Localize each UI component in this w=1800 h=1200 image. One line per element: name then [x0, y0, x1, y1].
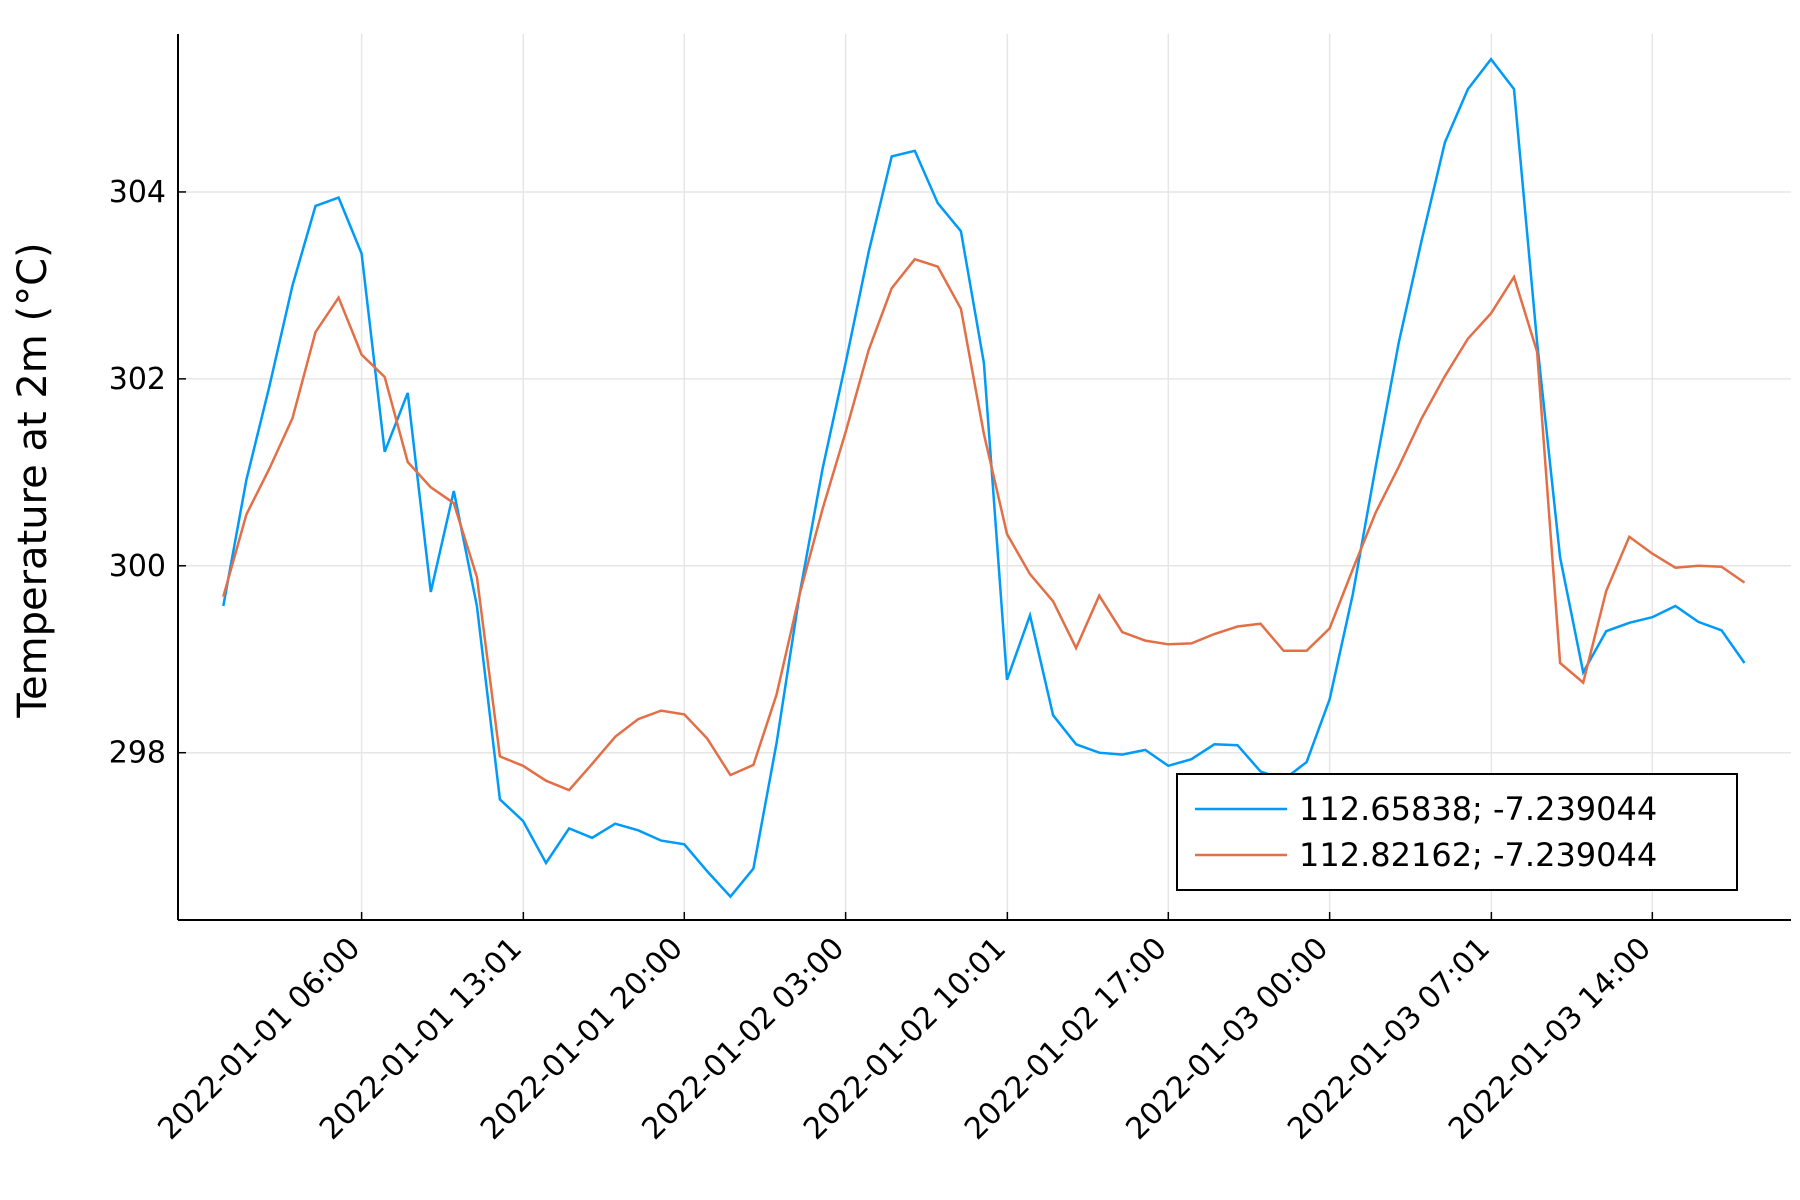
y-tick-label: 298 [109, 736, 166, 771]
series-line [222, 257, 1746, 792]
legend-label: 112.65838; -7.239044 [1299, 790, 1657, 828]
legend-label: 112.82162; -7.239044 [1299, 836, 1657, 874]
y-tick-label: 302 [109, 362, 166, 397]
y-axis-label: Temperature at 2m (°C) [10, 242, 56, 718]
legend-box [1176, 773, 1738, 891]
y-tick-label: 304 [109, 175, 166, 210]
y-tick-label: 300 [109, 549, 166, 584]
series-line [222, 57, 1746, 899]
